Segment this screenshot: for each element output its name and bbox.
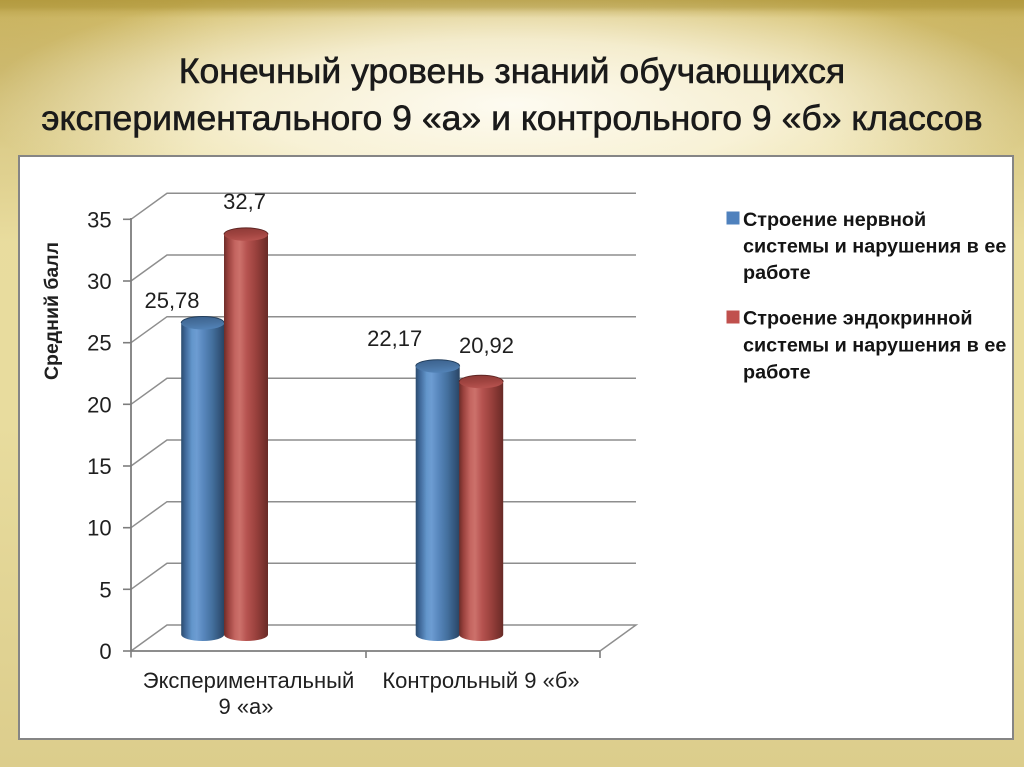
svg-text:работе: работе [743, 361, 811, 383]
svg-text:20: 20 [87, 392, 111, 417]
svg-text:Строение нервной: Строение нервной [743, 209, 926, 231]
svg-text:30: 30 [87, 269, 111, 294]
svg-text:Строение эндокринной: Строение эндокринной [743, 307, 973, 329]
svg-text:работе: работе [743, 262, 811, 284]
svg-text:32,7: 32,7 [223, 189, 266, 214]
svg-text:Экспериментальный: Экспериментальный [143, 668, 354, 693]
svg-text:9 «а»: 9 «а» [218, 694, 273, 719]
svg-text:10: 10 [87, 516, 111, 541]
svg-text:25,78: 25,78 [144, 288, 199, 313]
svg-text:15: 15 [87, 454, 111, 479]
svg-text:0: 0 [99, 639, 111, 664]
svg-text:Средний балл: Средний балл [41, 242, 63, 380]
svg-text:35: 35 [87, 207, 111, 232]
svg-text:5: 5 [99, 577, 111, 602]
svg-text:25: 25 [87, 331, 111, 356]
svg-text:Контрольный 9 «б»: Контрольный 9 «б» [382, 668, 579, 693]
svg-text:22,17: 22,17 [367, 326, 422, 351]
svg-text:системы и нарушения в ее: системы и нарушения в ее [743, 235, 1006, 257]
svg-text:20,92: 20,92 [459, 333, 514, 358]
svg-text:системы и нарушения в ее: системы и нарушения в ее [743, 334, 1006, 356]
